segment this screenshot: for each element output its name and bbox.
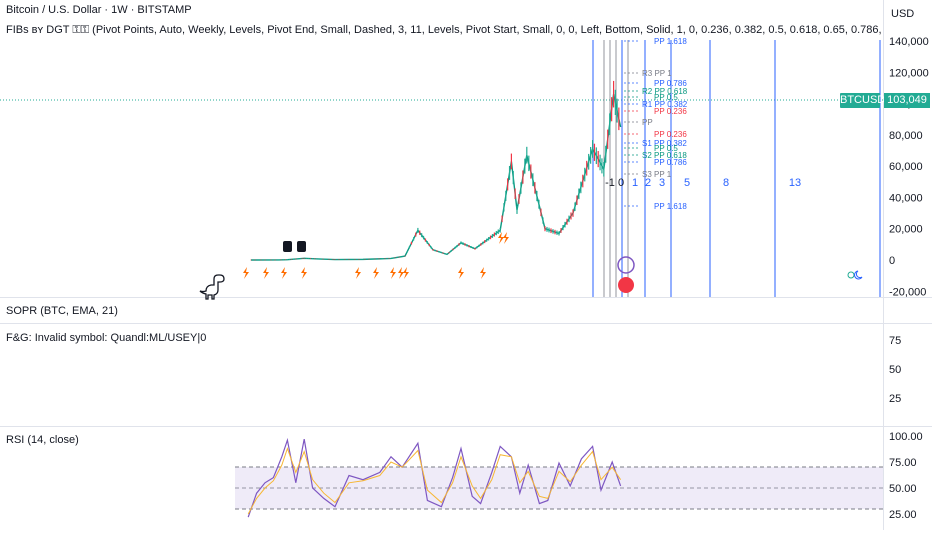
event-marker [281,267,287,279]
fib-level-label: PP [642,118,653,127]
price-tick-label: 140,000 [889,36,929,48]
symbol-badge[interactable]: BTCUSD [840,93,886,108]
pane-separator-sopr[interactable] [0,323,932,324]
event-marker [390,267,396,279]
fg-tick-label: 50 [889,364,901,376]
fib-level-label: PP 1.618 [654,37,687,46]
fib-time-lines: -1 0 1 2 3 5 8 13 [592,40,881,297]
fib-time-label: 5 [684,177,690,189]
fib-time-label: 8 [723,177,729,189]
news-marker [283,241,292,252]
fg-tick-label: 75 [889,335,901,347]
price-tick-label: 40,000 [889,192,923,204]
price-tick-label: -20,000 [889,286,926,298]
sun-moon-icon[interactable] [847,270,863,280]
event-marker [263,267,269,279]
event-marker [403,267,409,279]
event-marker [458,267,464,279]
fib-time-label: -1 [605,177,615,189]
fib-time-label: 1 [632,177,638,189]
price-tick-label: 20,000 [889,224,923,236]
rsi-series [247,437,622,518]
price-tick-label: 60,000 [889,161,923,173]
event-marker [301,267,307,279]
fib-level-label: S1 PP 0.382 [642,139,687,148]
event-marker [243,267,249,279]
price-series [250,80,622,261]
fib-level-label: PP 0.786 [654,158,687,167]
fib-level-label: PP 1.618 [654,202,687,211]
currency-label[interactable]: USD [891,8,915,20]
fg-tick-label: 25 [889,393,901,405]
event-marker [498,232,504,244]
event-markers [243,232,635,293]
fib-time-label: 3 [659,177,665,189]
event-marker [355,267,361,279]
rsi-ma-line [247,446,622,515]
fib-time-label: 13 [789,177,801,189]
last-price-badge[interactable]: 103,049 [884,93,930,108]
rsi-tick-label: 50.00 [889,483,917,495]
fg-legend[interactable]: F&G: Invalid symbol: Quandl:ML/USEY|0 [6,332,207,344]
price-tick-label: 0 [889,255,895,267]
price-line [250,94,622,261]
event-marker [373,267,379,279]
price-tick-label: 80,000 [889,130,923,142]
fib-level-label: PP 0.786 [654,79,687,88]
fib-level-label: R2 PP 0.618 [642,87,688,96]
fib-level-label: PP 0.5 [654,144,678,153]
fib-time-label: 2 [645,177,651,189]
event-marker [480,267,486,279]
indicator-legend[interactable]: FIBs ʙʏ DGT ⚿⚿ (Pivot Points, Auto, Week… [6,24,882,36]
rsi-tick-label: 100.00 [889,431,923,443]
flag-marker [618,277,634,293]
fib-level-label: S2 PP 0.618 [642,151,687,160]
sopr-legend[interactable]: SOPR (BTC, EMA, 21) [6,305,118,317]
fib-level-label: PP 0.236 [654,130,687,139]
pane-separator-fg[interactable] [0,426,932,427]
event-marker [503,232,509,244]
rsi-tick-label: 75.00 [889,457,917,469]
event-marker [398,267,404,279]
dinosaur-icon[interactable] [199,274,225,300]
rsi-legend[interactable]: RSI (14, close) [6,434,79,446]
pane-separator-main[interactable] [0,297,932,298]
fib-level-label: R1 PP 0.382 [642,100,688,109]
price-tick-label: 120,000 [889,67,929,79]
rsi-tick-label: 25.00 [889,509,917,521]
fib-level-label: S3 PP 1 [642,170,672,179]
news-marker [297,241,306,252]
fib-level-label: R3 PP 1 [642,69,672,78]
fib-time-label: 0 [618,177,624,189]
price-axis-border [883,0,884,530]
rsi-line [247,437,622,518]
fib-level-label: PP 0.5 [654,93,678,102]
fib-level-label: PP 0.236 [654,107,687,116]
chart-title[interactable]: Bitcoin / U.S. Dollar · 1W · BITSTAMP [6,4,192,16]
halving-marker [617,256,635,274]
y-tick-labels: 140,000120,000100,00080,00060,00040,0002… [889,36,929,521]
